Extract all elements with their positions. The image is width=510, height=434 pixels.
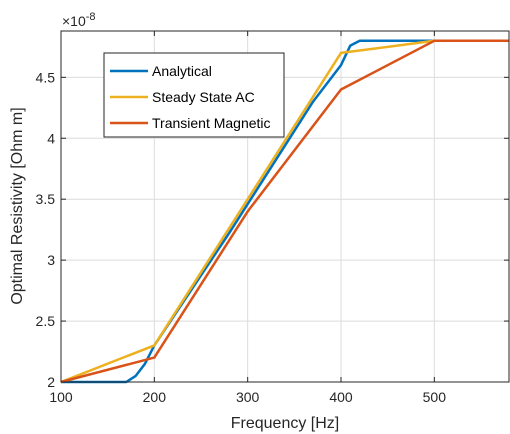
legend-label-transient-magnetic: Transient Magnetic: [152, 115, 271, 131]
y-multiplier-base: ×10: [62, 13, 86, 29]
legend: Analytical Steady State AC Transient Magne…: [103, 52, 285, 138]
series-lines: [60, 39, 509, 384]
legend-label-steady-state-ac: Steady State AC: [152, 89, 255, 105]
y-tick-label: 4.5: [36, 69, 56, 85]
legend-label-analytical: Analytical: [152, 63, 212, 79]
series-line-transient-magnetic: [60, 39, 509, 384]
axis-ticks: 100 200 300 400 500 2 2.5 3 3.5 4 4.5: [36, 31, 509, 405]
x-tick-label: 100: [49, 389, 73, 405]
y-tick-label: 2: [47, 374, 55, 390]
x-tick-label: 300: [236, 389, 260, 405]
plot-frame: [60, 30, 510, 383]
y-multiplier: ×10-8: [62, 11, 96, 29]
y-axis-label: Optimal Resistivity [Ohm m]: [9, 107, 26, 304]
y-tick-label: 4: [47, 130, 55, 146]
y-tick-label: 3: [47, 252, 55, 268]
y-tick-label: 2.5: [36, 313, 56, 329]
legend-items: Analytical Steady State AC Transient Magne…: [110, 63, 271, 131]
y-multiplier-exponent: -8: [86, 11, 96, 23]
x-tick-label: 400: [329, 389, 353, 405]
x-axis-label: Frequency [Hz]: [231, 415, 339, 432]
series-line-analytical: [61, 39, 509, 384]
y-tick-label: 3.5: [36, 191, 56, 207]
x-tick-label: 500: [423, 389, 447, 405]
x-tick-label: 200: [143, 389, 167, 405]
